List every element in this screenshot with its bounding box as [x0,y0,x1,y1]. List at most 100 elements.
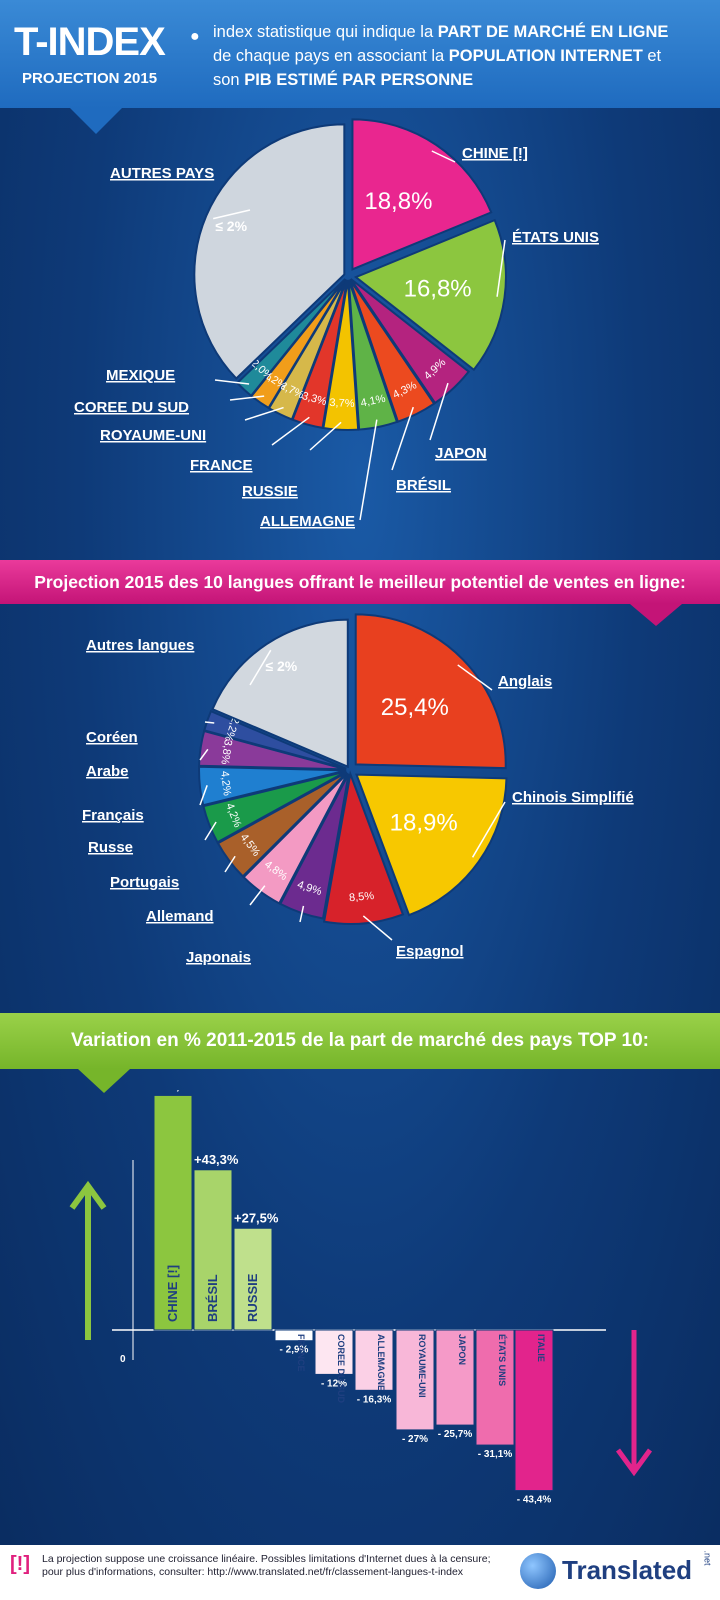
bar [153,1094,193,1331]
slice-category-label: RUSSIE [242,483,298,500]
label-leader-line [309,421,342,451]
label-leader-line [496,239,506,297]
bar [514,1329,554,1492]
bar-category-label: FRANCE [296,1334,306,1372]
pie-slice [198,765,347,807]
footnote-mark: [!] [10,1553,30,1576]
label-leader-line [204,821,217,841]
section-variation-title: Variation en % 2011-2015 de la part de m… [0,1013,720,1069]
slice-category-label: JAPON [435,445,487,462]
bar [193,1169,233,1331]
bar-value-label: - 27% [402,1434,428,1445]
header-pointer [70,108,122,134]
pie-slice [351,118,493,271]
label-leader-line [213,209,251,220]
brand-logo-suffix: .net [702,1550,713,1566]
label-leader-line [471,801,506,858]
slice-category-label: Arabe [86,763,129,780]
label-leader-line [199,785,208,806]
slice-category-label: Français [82,807,144,824]
slice-category-label: BRÉSIL [396,477,451,494]
label-leader-line [271,416,310,446]
slice-value-label: 16,8% [404,275,472,302]
slice-value-label: 25,4% [381,694,449,721]
label-leader-line [229,395,265,401]
slice-value-label: 4,1% [360,393,387,410]
label-leader-line [244,406,284,421]
pie-slice [349,278,471,405]
label-leader-line [199,748,209,761]
label-leader-line [249,885,266,906]
slice-category-label: Autres langues [86,637,194,654]
bar [354,1329,394,1391]
slice-value-label: 3,8% [218,739,234,766]
bar [395,1329,435,1431]
slice-category-label: Coréen [86,729,138,746]
bar-value-label: - 16,3% [357,1394,392,1405]
slice-value-label: 8,5% [349,890,375,904]
slice-category-label: Russe [88,839,133,856]
pie-slice [354,613,507,770]
variation-pointer [78,1069,130,1093]
page-subtitle: PROJECTION 2015 [22,70,158,87]
slice-category-label: Anglais [498,673,552,690]
bar-value-label: +27,5% [234,1210,279,1225]
footnote-line-1: La projection suppose une croissance lin… [42,1553,491,1565]
bar-category-label: JAPON [457,1334,467,1365]
slice-value-label: ≤ 2% [215,218,247,234]
slice-category-label: Chinois Simplifié [512,789,634,806]
bar-category-label: BRÉSIL [205,1274,220,1322]
bar-category-label: ITALIE [536,1334,546,1362]
slice-category-label: ROYAUME-UNI [100,427,206,444]
bar-value-label: - 43,4% [517,1495,552,1506]
header-description: index statistique qui indique la PART DE… [213,20,718,92]
pie-slice [348,279,436,423]
label-leader-line [214,379,250,385]
bar-category-label: ALLEMAGNE [376,1334,386,1391]
up-arrow-icon [69,1180,107,1340]
languages-pie-chart: 25,4% Anglais 18,9% Chinois Simplifié 8,5% Es… [82,613,634,966]
globe-icon [520,1553,556,1589]
bar [475,1329,515,1446]
label-leader-line [249,649,272,686]
bar-category-label: CHINE [!] [165,1265,180,1322]
label-leader-line [204,721,215,724]
pie-slice [353,218,507,372]
languages-pointer [630,604,682,626]
bar [274,1329,314,1342]
pie-slice [278,773,350,920]
slice-category-label: ÉTATS UNIS [512,229,599,246]
desc-bold-1: PART DE MARCHÉ EN LIGNE [437,23,669,41]
label-leader-line [391,406,414,471]
slice-value-label: ≤ 2% [265,658,297,674]
desc-text-1: index statistique qui indique la [213,23,438,41]
brand-logo: Translated [562,1555,693,1585]
down-arrow-icon [615,1330,653,1477]
section-languages-title: Projection 2015 des 10 langues offrant l… [0,560,720,604]
slice-category-label: MEXIQUE [106,367,175,384]
slice-value-label: 18,9% [390,810,458,837]
slice-category-label: Allemand [146,908,214,925]
bar-value-label: - 31,1% [478,1449,513,1460]
label-leader-line [359,419,378,521]
pie-slice [193,123,346,380]
countries-pie-chart: 18,8%CHINE [!]16,8%ÉTATS UNIS4,9%JAPON4,… [74,118,599,530]
pie-slice [203,709,347,770]
variation-bar-chart: 0 +63,4% CHINE [!] +43,3% BRÉSIL +27,5% RUSSIE… [69,1090,653,1506]
bar-value-label: - 12% [321,1378,347,1389]
desc-bold-3: PIB ESTIMÉ PAR PERSONNE [244,71,474,89]
label-leader-line [362,915,393,941]
bar-value-label: - 2,9% [280,1345,309,1356]
zero-label: 0 [120,1354,126,1365]
pie-slice [211,618,349,769]
slice-category-label: Espagnol [396,943,464,960]
footnote-mark-text: [!] [10,1553,30,1575]
slice-value-label: 18,8% [364,188,432,215]
footer: [!] La projection suppose une croissance… [0,1545,720,1600]
bar-category-label: RUSSIE [245,1273,260,1322]
pie-slice [322,770,405,925]
label-leader-line [429,382,449,441]
lightbulb-icon: ● [190,28,200,45]
desc-text-2c: et [642,47,662,65]
label-leader-line [457,664,493,691]
